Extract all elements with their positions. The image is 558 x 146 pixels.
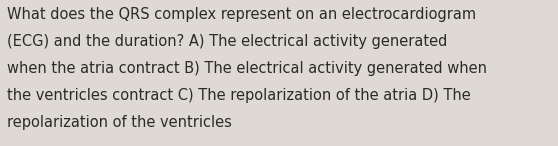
Text: What does the QRS complex represent on an electrocardiogram: What does the QRS complex represent on a… (7, 7, 477, 22)
Text: the ventricles contract C) The repolarization of the atria D) The: the ventricles contract C) The repolariz… (7, 88, 471, 103)
Text: when the atria contract B) The electrical activity generated when: when the atria contract B) The electrica… (7, 61, 487, 76)
Text: repolarization of the ventricles: repolarization of the ventricles (7, 115, 232, 130)
Text: (ECG) and the duration? A) The electrical activity generated: (ECG) and the duration? A) The electrica… (7, 34, 448, 49)
